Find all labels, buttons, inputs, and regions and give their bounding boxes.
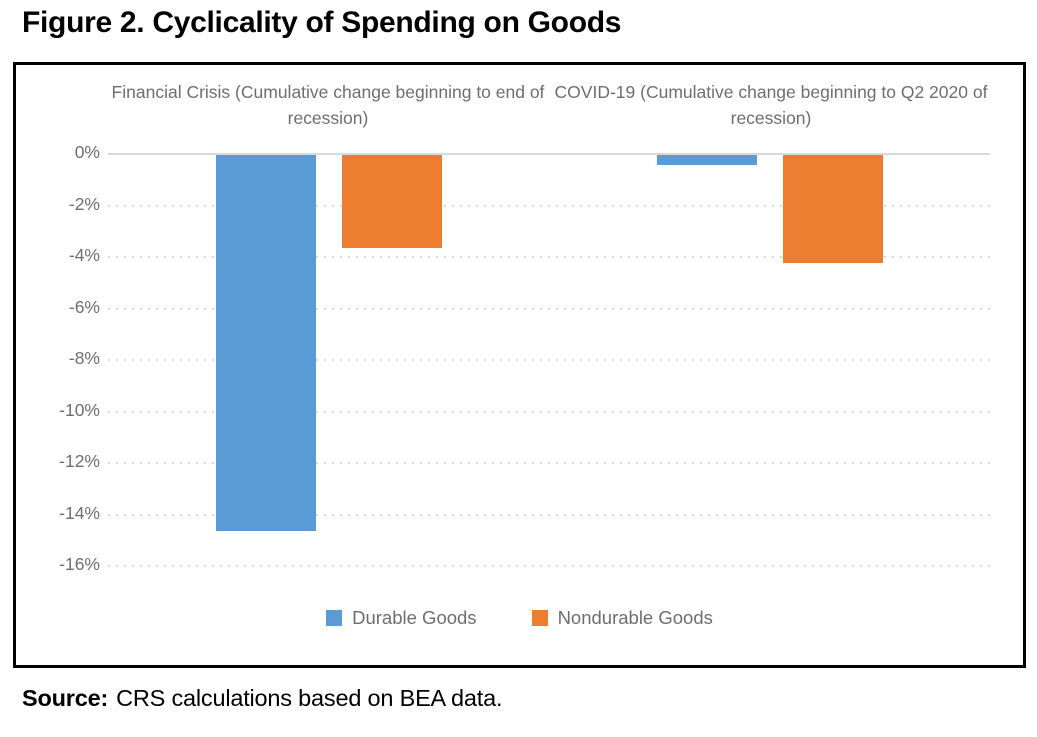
y-tick-label: -12%: [59, 451, 100, 471]
chart-canvas: Financial Crisis (Cumulative change begi…: [16, 65, 1023, 665]
source-label: Source:: [22, 685, 109, 711]
durable-goods-swatch-icon: [326, 610, 343, 626]
source-text: CRS calculations based on BEA data.: [116, 685, 503, 711]
y-tick-label: 0%: [74, 142, 100, 162]
y-tick-label: -2%: [68, 193, 100, 214]
y-tick-label: -14%: [59, 502, 100, 523]
gridline: [108, 359, 990, 361]
gridline: [108, 410, 990, 413]
gridline: [108, 256, 990, 258]
figure-title: Figure 2. Cyclicality of Spending on Goo…: [22, 6, 622, 39]
chart-frame: Financial Crisis (Cumulative change begi…: [13, 62, 1026, 668]
legend-label-nondurable-goods: Nondurable Goods: [557, 607, 713, 628]
gridline: [108, 307, 990, 310]
y-tick-label: -10%: [59, 399, 100, 420]
y-tick-label: -16%: [59, 554, 100, 574]
bar-durable-goods-group-0: [216, 155, 316, 531]
source-line: Source: CRS calculations based on BEA dat…: [22, 685, 503, 712]
gridline: [108, 462, 990, 464]
legend-label-durable-goods: Durable Goods: [352, 607, 477, 628]
zero-axis-line: [108, 153, 990, 155]
y-tick-label: -6%: [68, 296, 100, 317]
y-tick-label: -8%: [68, 348, 100, 368]
bar-nondurable-goods-group-0: [342, 155, 442, 248]
legend-item-nondurable-goods: Nondurable Goods: [531, 607, 713, 629]
group-header-financial-crisis: Financial Crisis (Cumulative change begi…: [111, 82, 545, 129]
legend-item-durable-goods: Durable Goods: [326, 607, 477, 629]
nondurable-goods-swatch-icon: [531, 610, 548, 626]
bar-nondurable-goods-group-1: [783, 155, 883, 263]
gridline: [108, 513, 990, 516]
gridline: [108, 204, 990, 207]
gridline: [108, 565, 990, 567]
chart-legend: Durable Goods Nondurable Goods: [16, 607, 1023, 629]
y-tick-label: -4%: [68, 245, 100, 265]
group-header-covid-19: COVID-19 (Cumulative change beginning to…: [554, 82, 988, 129]
bar-durable-goods-group-1: [657, 155, 757, 165]
